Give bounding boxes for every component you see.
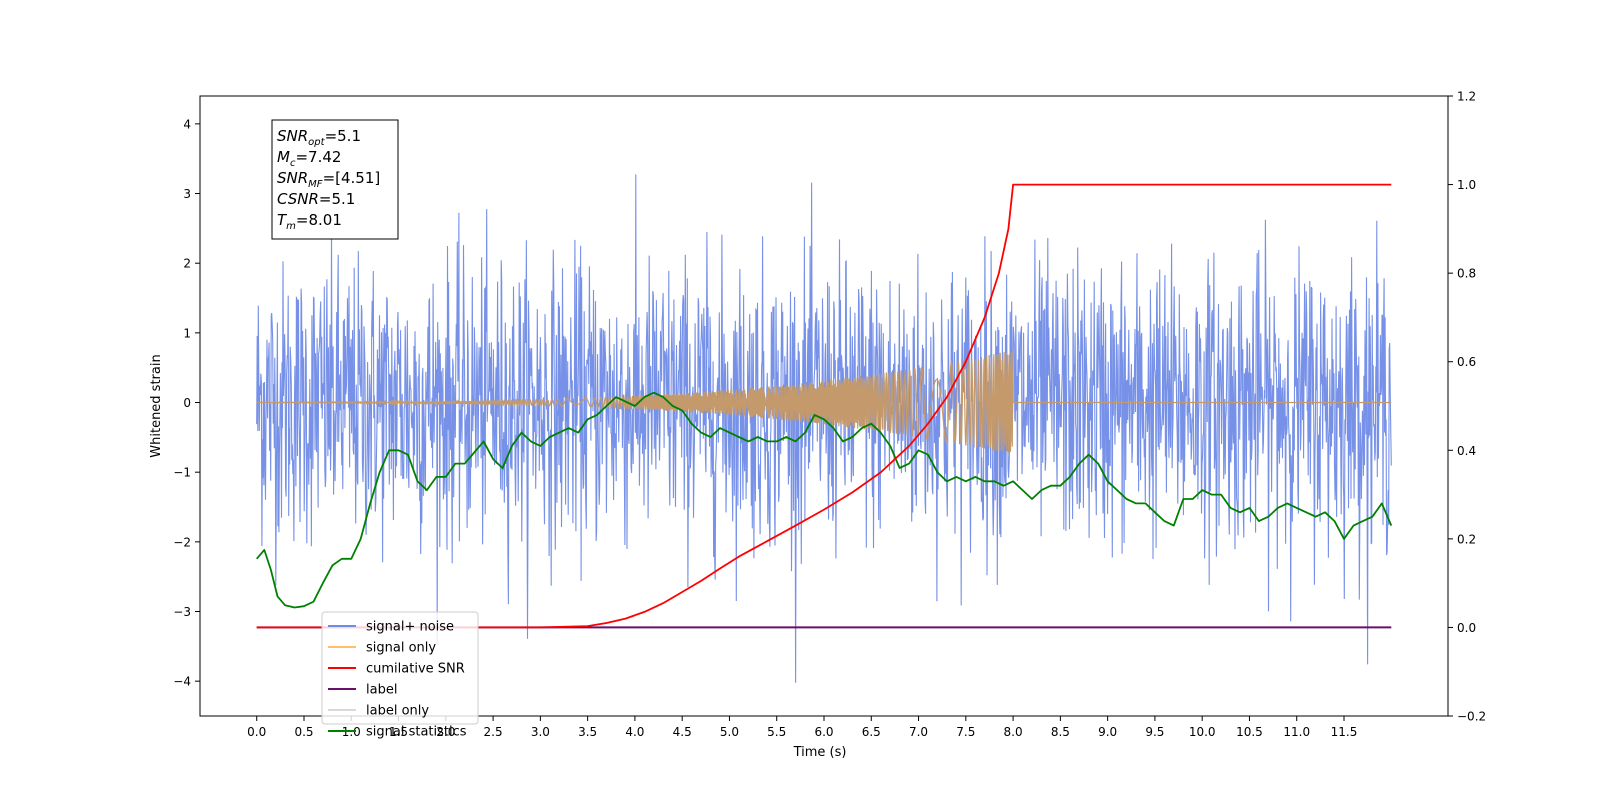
annotation-symbol: T	[277, 211, 288, 229]
y2-tick-label: 0.8	[1457, 267, 1476, 281]
series-signal-only	[256, 350, 1392, 453]
x-tick-label: 11.5	[1331, 725, 1358, 739]
y2-tick-label: 0.0	[1457, 621, 1476, 635]
legend-label: signal only	[366, 641, 436, 656]
y-tick-label: 3	[183, 187, 191, 201]
y-tick-label: 2	[183, 257, 191, 271]
x-tick-label: 3.5	[578, 725, 597, 739]
x-tick-label: 2.0	[436, 725, 455, 739]
x-tick-label: 9.0	[1098, 725, 1117, 739]
y2-tick-label: 0.6	[1457, 355, 1476, 369]
annotation-subscript: MF	[308, 179, 323, 190]
y-tick-label: 4	[183, 117, 191, 131]
y-tick-label: 0	[183, 396, 191, 410]
annotation-symbol: SNR	[277, 169, 308, 187]
x-tick-label: 11.0	[1283, 725, 1310, 739]
x-tick-label: 0.5	[294, 725, 313, 739]
y2-tick-label: 0.2	[1457, 532, 1476, 546]
annotation-subscript: m	[286, 221, 296, 232]
x-tick-label: 5.0	[720, 725, 739, 739]
y-axis-label: Whitened strain	[149, 354, 164, 457]
x-tick-label: 10.5	[1236, 725, 1263, 739]
series-cumulative-snr	[256, 183, 1392, 629]
y2-tick-label: 1.0	[1457, 178, 1476, 192]
annotation-box: SNRopt=5.1Mc=7.42SNRMF=[4.51]CSNR=5.1Tm=…	[271, 119, 399, 240]
x-tick-label: 8.0	[1004, 725, 1023, 739]
series-signal-statistics	[256, 391, 1393, 609]
x-tick-label: 4.0	[625, 725, 644, 739]
legend-label: label	[366, 683, 397, 698]
x-tick-label: 6.5	[862, 725, 881, 739]
y-tick-label: −3	[173, 605, 191, 619]
x-tick-label: 4.5	[673, 725, 692, 739]
y-tick-label: 1	[183, 326, 191, 340]
annotation-line: Tm=8.01	[277, 211, 342, 232]
annotation-line: Mc=7.42	[277, 148, 341, 169]
y2-tick-label: 0.4	[1457, 444, 1476, 458]
annotation-value: =7.42	[295, 148, 341, 166]
annotation-symbol: CSNR	[277, 190, 319, 208]
legend-label: signal+ noise	[366, 620, 454, 635]
x-tick-label: 8.5	[1051, 725, 1070, 739]
y-tick-label: −2	[173, 535, 191, 549]
y-axis-left: 4 3 2 1 0 −1 −2 −3 −4	[173, 117, 200, 689]
annotation-frame	[271, 119, 399, 240]
annotation-line: CSNR=5.1	[277, 190, 355, 208]
annotation-value: =[4.51]	[323, 169, 381, 187]
x-tick-label: 6.0	[814, 725, 833, 739]
annotation-subscript: c	[290, 158, 296, 169]
x-axis-label: Time (s)	[793, 745, 847, 760]
x-tick-label: 3.0	[531, 725, 550, 739]
x-tick-label: 7.0	[909, 725, 928, 739]
x-tick-label: 9.5	[1145, 725, 1164, 739]
legend-frame	[321, 611, 479, 725]
annotation-symbol: SNR	[277, 127, 308, 145]
x-tick-label: 2.5	[484, 725, 503, 739]
legend-label: cumilative SNR	[366, 662, 465, 677]
x-tick-label: 0.0	[247, 725, 266, 739]
annotation-value: =5.1	[325, 127, 361, 145]
y-axis-right: 1.2 1.0 0.8 0.6 0.4 0.2 0.0 −0.2	[1448, 90, 1486, 724]
annotation-value: =5.1	[319, 190, 355, 208]
annotation-line: SNRMF=[4.51]	[277, 169, 380, 190]
y2-tick-label: 1.2	[1457, 90, 1476, 104]
annotation-line: SNRopt=5.1	[277, 127, 361, 148]
x-axis: 0.00.51.01.52.02.53.03.54.04.55.05.56.06…	[247, 716, 1357, 739]
x-tick-label: 10.0	[1189, 725, 1216, 739]
y2-tick-label: −0.2	[1457, 710, 1486, 724]
legend-label: label only	[366, 704, 429, 719]
legend-label: signal statistics	[366, 725, 467, 740]
annotation-subscript: opt	[308, 137, 325, 148]
y-tick-label: −4	[173, 675, 191, 689]
annotation-symbol: M	[277, 148, 290, 166]
legend: signal+ noise signal only cumilative SNR la…	[321, 611, 479, 740]
annotation-value: =8.01	[296, 211, 342, 229]
y-tick-label: −1	[173, 466, 191, 480]
x-tick-label: 1.5	[389, 725, 408, 739]
x-tick-label: 5.5	[767, 725, 786, 739]
x-tick-label: 7.5	[956, 725, 975, 739]
